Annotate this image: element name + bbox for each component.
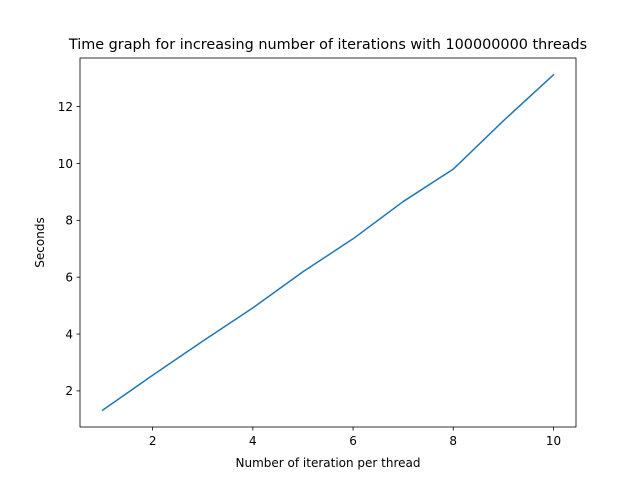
- series-line: [101, 73, 555, 412]
- series-layer: [101, 73, 555, 412]
- x-tick-label: 6: [349, 434, 357, 448]
- x-tick-label: 10: [546, 434, 561, 448]
- x-axis-label: Number of iteration per thread: [236, 456, 421, 470]
- y-tick-label: 2: [65, 384, 73, 398]
- x-tick-label: 2: [149, 434, 157, 448]
- x-tick-label: 8: [449, 434, 457, 448]
- x-axis-ticks: 2 4 6 8 10: [149, 427, 561, 448]
- x-tick-label: 4: [249, 434, 257, 448]
- y-tick-label: 10: [58, 157, 73, 171]
- chart-title: Time graph for increasing number of iter…: [68, 37, 587, 53]
- y-axis-ticks: 2 4 6 8 10 12: [58, 100, 80, 398]
- y-tick-label: 12: [58, 100, 73, 114]
- plot-frame: [79, 57, 577, 428]
- y-axis-label: Seconds: [33, 217, 47, 267]
- y-tick-label: 4: [65, 327, 73, 341]
- y-tick-label: 8: [65, 214, 73, 228]
- y-tick-label: 6: [65, 270, 73, 284]
